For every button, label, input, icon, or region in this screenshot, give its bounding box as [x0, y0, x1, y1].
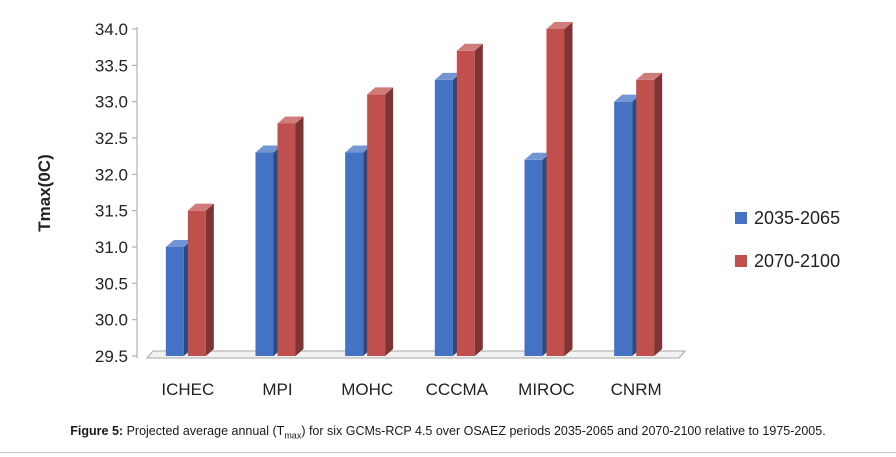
- category-label: MPI: [262, 380, 292, 399]
- category-label: ICHEC: [161, 380, 214, 399]
- y-tick-label: 33.0: [95, 93, 128, 112]
- legend-item: 2035-2065: [735, 208, 840, 228]
- bar-miroc-2070-2100: [546, 22, 573, 356]
- y-tick-label: 29.5: [95, 347, 128, 366]
- y-tick-label: 31.5: [95, 202, 128, 221]
- chart: 29.5 30.0 30.5 31.0 31.5 32.0 32.5 33.0 33.5 34.0…: [35, 20, 840, 399]
- y-tick-label: 32.5: [95, 129, 128, 148]
- category-label: MIROC: [518, 380, 575, 399]
- legend-label: 2035-2065: [754, 208, 840, 228]
- y-tick-label: 30.5: [95, 274, 128, 293]
- y-axis-label: Tmax(0C): [35, 154, 54, 231]
- divider: [0, 452, 896, 453]
- caption-subscript: max: [284, 430, 302, 441]
- bar-ichec-2070-2100: [187, 203, 214, 356]
- y-tick-label: 34.0: [95, 20, 128, 39]
- category-label: CNRM: [611, 380, 662, 399]
- caption-text-before: Projected average annual (T: [126, 424, 285, 438]
- caption-text-after: ) for six GCMs-RCP 4.5 over OSAEZ period…: [301, 424, 826, 438]
- bar-mpi-2070-2100: [277, 116, 304, 356]
- chart-floor: [145, 350, 687, 359]
- y-tick-label: 33.5: [95, 56, 128, 75]
- bar-mohc-2070-2100: [367, 87, 394, 357]
- y-tick-label: 31.0: [95, 238, 128, 257]
- legend-swatch: [735, 255, 747, 267]
- figure-caption: Figure 5: Projected average annual (Tmax…: [0, 424, 896, 441]
- legend-swatch: [735, 212, 747, 224]
- bar-cnrm-2070-2100: [636, 72, 663, 356]
- legend-label: 2070-2100: [754, 251, 840, 271]
- caption-label: Figure 5:: [70, 424, 124, 438]
- y-tick-label: 30.0: [95, 311, 128, 330]
- legend-item: 2070-2100: [735, 251, 840, 271]
- category-label: CCCMA: [426, 380, 489, 399]
- bar-cccma-2070-2100: [456, 43, 483, 357]
- y-tick-label: 32.0: [95, 165, 128, 184]
- category-label: MOHC: [341, 380, 393, 399]
